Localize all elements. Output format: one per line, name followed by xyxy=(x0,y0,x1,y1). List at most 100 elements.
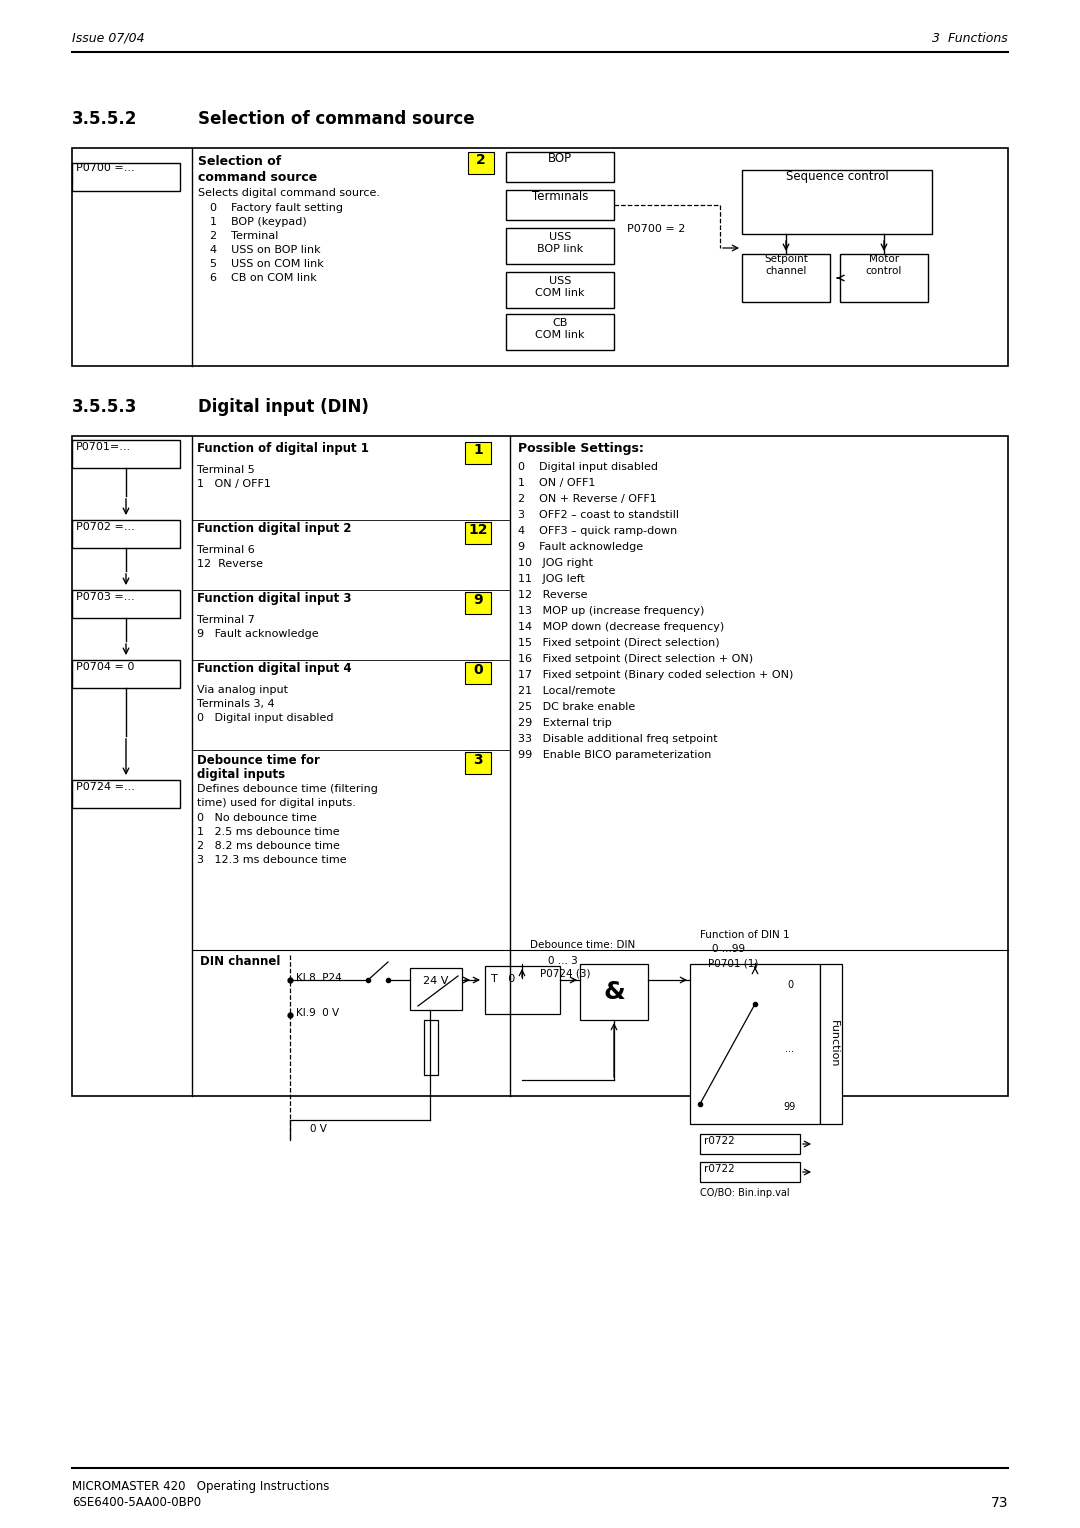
Text: Sequence control: Sequence control xyxy=(785,170,889,183)
Text: 1    BOP (keypad): 1 BOP (keypad) xyxy=(210,217,307,228)
Text: 25   DC brake enable: 25 DC brake enable xyxy=(518,701,635,712)
Text: Selection of: Selection of xyxy=(198,154,281,168)
Text: P0702 =...: P0702 =... xyxy=(76,523,135,532)
Text: 13   MOP up (increase frequency): 13 MOP up (increase frequency) xyxy=(518,607,704,616)
Text: 99   Enable BICO parameterization: 99 Enable BICO parameterization xyxy=(518,750,712,759)
Text: 3  Functions: 3 Functions xyxy=(932,32,1008,44)
Bar xyxy=(465,591,491,614)
Text: Function: Function xyxy=(829,1021,839,1068)
Bar xyxy=(742,254,831,303)
Text: CO/BO: Bin.inp.val: CO/BO: Bin.inp.val xyxy=(700,1187,789,1198)
Text: 0 ... 3: 0 ... 3 xyxy=(548,957,578,966)
Text: 9   Fault acknowledge: 9 Fault acknowledge xyxy=(197,630,319,639)
Text: 3    OFF2 – coast to standstill: 3 OFF2 – coast to standstill xyxy=(518,510,679,520)
Text: Setpoint
channel: Setpoint channel xyxy=(764,254,808,275)
Text: &: & xyxy=(603,979,625,1004)
Text: 12: 12 xyxy=(469,523,488,536)
Bar xyxy=(742,170,932,234)
Text: P0703 =...: P0703 =... xyxy=(76,591,135,602)
Bar xyxy=(690,964,820,1125)
Bar xyxy=(72,660,180,688)
Text: 29   External trip: 29 External trip xyxy=(518,718,611,727)
Bar xyxy=(820,964,842,1125)
Text: 3   12.3 ms debounce time: 3 12.3 ms debounce time xyxy=(197,856,347,865)
Text: Selects digital command source.: Selects digital command source. xyxy=(198,188,380,199)
Bar xyxy=(700,1161,800,1183)
Text: 0 V: 0 V xyxy=(310,1125,327,1134)
Text: Debounce time for: Debounce time for xyxy=(197,753,320,767)
Text: USS
BOP link: USS BOP link xyxy=(537,232,583,254)
Text: 21   Local/remote: 21 Local/remote xyxy=(518,686,616,695)
Text: 3: 3 xyxy=(473,753,483,767)
Text: 73: 73 xyxy=(990,1496,1008,1510)
Text: Terminals 3, 4: Terminals 3, 4 xyxy=(197,698,274,709)
Bar xyxy=(468,151,494,174)
Bar xyxy=(580,964,648,1021)
Text: 4    OFF3 – quick ramp-down: 4 OFF3 – quick ramp-down xyxy=(518,526,677,536)
Text: 1   ON / OFF1: 1 ON / OFF1 xyxy=(197,478,271,489)
Text: P0724 =...: P0724 =... xyxy=(76,782,135,792)
Text: P0704 = 0: P0704 = 0 xyxy=(76,662,134,672)
Text: 14   MOP down (decrease frequency): 14 MOP down (decrease frequency) xyxy=(518,622,725,633)
Text: 15   Fixed setpoint (Direct selection): 15 Fixed setpoint (Direct selection) xyxy=(518,639,719,648)
Text: 0: 0 xyxy=(473,663,483,677)
Text: 10   JOG right: 10 JOG right xyxy=(518,558,593,568)
Text: Debounce time: DIN: Debounce time: DIN xyxy=(530,940,635,950)
Text: KI.8  P24: KI.8 P24 xyxy=(296,973,341,983)
Text: USS
COM link: USS COM link xyxy=(536,277,584,298)
Text: MICROMASTER 420   Operating Instructions: MICROMASTER 420 Operating Instructions xyxy=(72,1481,329,1493)
Text: Possible Settings:: Possible Settings: xyxy=(518,442,644,455)
Text: Terminal 6: Terminal 6 xyxy=(197,545,255,555)
Text: 11   JOG left: 11 JOG left xyxy=(518,575,584,584)
Text: 9    Fault acknowledge: 9 Fault acknowledge xyxy=(518,542,643,552)
Text: 12   Reverse: 12 Reverse xyxy=(518,590,588,601)
Bar xyxy=(72,590,180,617)
Text: 0    Factory fault setting: 0 Factory fault setting xyxy=(210,203,343,212)
Bar xyxy=(72,520,180,549)
Text: 6    CB on COM link: 6 CB on COM link xyxy=(210,274,316,283)
Text: P0700 =...: P0700 =... xyxy=(76,163,135,173)
Text: Function digital input 4: Function digital input 4 xyxy=(197,662,352,675)
Bar xyxy=(507,272,615,309)
Bar xyxy=(465,523,491,544)
Text: 2: 2 xyxy=(476,153,486,167)
Text: Issue 07/04: Issue 07/04 xyxy=(72,32,145,44)
Text: 2   8.2 ms debounce time: 2 8.2 ms debounce time xyxy=(197,840,340,851)
Text: 24 V: 24 V xyxy=(423,976,448,986)
Bar xyxy=(507,313,615,350)
Text: 0    Digital input disabled: 0 Digital input disabled xyxy=(518,461,658,472)
Text: 2    Terminal: 2 Terminal xyxy=(210,231,279,241)
Text: 0: 0 xyxy=(787,979,793,990)
Text: 1   2.5 ms debounce time: 1 2.5 ms debounce time xyxy=(197,827,339,837)
Text: DIN channel: DIN channel xyxy=(200,955,281,969)
Text: 33   Disable additional freq setpoint: 33 Disable additional freq setpoint xyxy=(518,733,717,744)
Text: digital inputs: digital inputs xyxy=(197,769,285,781)
Text: 0 ...99: 0 ...99 xyxy=(712,944,745,953)
Text: Via analog input: Via analog input xyxy=(197,685,288,695)
Text: 2    ON + Reverse / OFF1: 2 ON + Reverse / OFF1 xyxy=(518,494,657,504)
Bar xyxy=(72,779,180,808)
Bar xyxy=(424,1021,438,1076)
Text: 0   Digital input disabled: 0 Digital input disabled xyxy=(197,714,334,723)
Text: 12  Reverse: 12 Reverse xyxy=(197,559,264,568)
Text: r0722: r0722 xyxy=(704,1164,734,1174)
Bar xyxy=(507,189,615,220)
Text: 17   Fixed setpoint (Binary coded selection + ON): 17 Fixed setpoint (Binary coded selectio… xyxy=(518,669,794,680)
Text: P0700 = 2: P0700 = 2 xyxy=(627,225,686,234)
Text: P0701 (1): P0701 (1) xyxy=(708,958,758,969)
Text: 3.5.5.2: 3.5.5.2 xyxy=(72,110,137,128)
Bar xyxy=(465,662,491,685)
Text: Defines debounce time (filtering: Defines debounce time (filtering xyxy=(197,784,378,795)
Text: 9: 9 xyxy=(473,593,483,607)
Text: CB
COM link: CB COM link xyxy=(536,318,584,339)
Text: Selection of command source: Selection of command source xyxy=(198,110,474,128)
Bar xyxy=(72,148,1008,367)
Text: time) used for digital inputs.: time) used for digital inputs. xyxy=(197,798,356,808)
Text: P0724 (3): P0724 (3) xyxy=(540,969,591,978)
Text: 1: 1 xyxy=(473,443,483,457)
Bar xyxy=(700,1134,800,1154)
Text: 16   Fixed setpoint (Direct selection + ON): 16 Fixed setpoint (Direct selection + ON… xyxy=(518,654,753,665)
Text: Function digital input 2: Function digital input 2 xyxy=(197,523,351,535)
Text: 0   No debounce time: 0 No debounce time xyxy=(197,813,316,824)
Text: ...: ... xyxy=(785,1044,795,1054)
